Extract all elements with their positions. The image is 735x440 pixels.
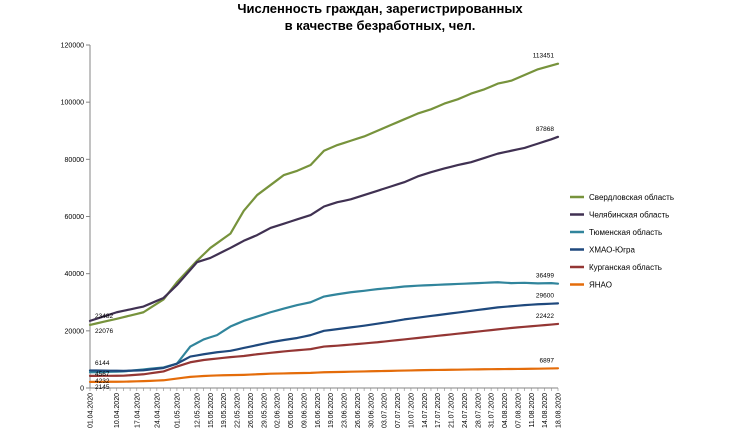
x-tick-label: 26.05.2020 [248, 393, 255, 428]
series-line-2 [88, 135, 560, 322]
series-start-label-1: 22076 [95, 328, 113, 335]
series-line-3 [88, 281, 560, 374]
series-start-label-5: 4232 [95, 378, 110, 385]
series-end-label-5: 22422 [536, 313, 554, 320]
x-tick-label: 31.07.2020 [489, 393, 496, 428]
x-tick-label: 23.06.2020 [342, 393, 349, 428]
y-tick-label: 60000 [65, 214, 85, 221]
x-tick-label: 15.05.2020 [208, 393, 215, 428]
x-tick-label: 21.07.2020 [449, 393, 456, 428]
y-tick-label: 120000 [61, 43, 84, 50]
x-tick-label: 01.05.2020 [174, 393, 181, 428]
series-line-6 [88, 367, 560, 383]
y-tick-label: 100000 [61, 100, 84, 107]
series-start-label-2: 23482 [95, 313, 113, 320]
series-start-label-4: 6144 [95, 360, 110, 367]
series-line-1 [88, 62, 560, 326]
series-start-label-extra: 4567 [95, 371, 110, 378]
x-tick-label: 19.06.2020 [328, 393, 335, 428]
x-tick-label: 10.04.2020 [114, 393, 121, 428]
x-tick-label: 26.06.2020 [355, 393, 362, 428]
series-line-4 [88, 302, 560, 372]
y-tick-label: 80000 [65, 157, 85, 164]
legend-label-4: ХМАО-Югра [589, 246, 635, 255]
series-end-label-1: 113451 [533, 53, 555, 60]
x-tick-label: 01.04.2020 [88, 393, 95, 428]
legend-label-5: Курганская область [589, 263, 662, 272]
x-tick-label: 28.07.2020 [475, 393, 482, 428]
legend-label-3: Тюменская область [589, 228, 662, 237]
x-tick-label: 02.06.2020 [275, 393, 282, 428]
x-tick-label: 22.05.2020 [235, 393, 242, 428]
x-tick-label: 24.04.2020 [154, 393, 161, 428]
x-tick-label: 05.06.2020 [288, 393, 295, 428]
x-tick-label: 07.08.2020 [515, 393, 522, 428]
y-tick-label: 40000 [65, 271, 85, 278]
x-tick-label: 04.08.2020 [502, 393, 509, 428]
x-tick-label: 29.05.2020 [261, 393, 268, 428]
chart-title-line-2: в качестве безработных, чел. [284, 18, 476, 33]
series-end-label-6: 6897 [540, 357, 555, 364]
x-tick-label: 07.07.2020 [395, 393, 402, 428]
chart-title: Численность граждан, зарегистрированных … [160, 0, 600, 34]
x-tick-label: 03.07.2020 [382, 393, 389, 428]
series-end-label-4: 29600 [536, 292, 554, 299]
x-tick-label: 17.04.2020 [134, 393, 141, 428]
x-tick-label: 12.05.2020 [194, 393, 201, 428]
x-tick-label: 30.06.2020 [368, 393, 375, 428]
series-start-label-6: 2145 [95, 384, 110, 391]
legend-label-2: Челябинская область [589, 211, 669, 220]
y-tick-label: 0 [80, 386, 84, 393]
x-tick-label: 14.07.2020 [422, 393, 429, 428]
x-tick-label: 18.08.2020 [556, 393, 563, 428]
x-tick-label: 10.07.2020 [408, 393, 415, 428]
series-end-label-3: 36499 [536, 273, 554, 280]
x-tick-label: 17.07.2020 [435, 393, 442, 428]
series-end-label-2: 87868 [536, 126, 554, 133]
y-tick-label: 20000 [65, 328, 85, 335]
x-tick-label: 09.06.2020 [301, 393, 308, 428]
x-tick-label: 19.05.2020 [221, 393, 228, 428]
x-tick-label: 16.06.2020 [315, 393, 322, 428]
series-line-5 [88, 322, 560, 377]
x-tick-label: 14.08.2020 [542, 393, 549, 428]
legend-label-6: ЯНАО [589, 281, 612, 290]
x-tick-label: 24.07.2020 [462, 393, 469, 428]
x-tick-label: 11.08.2020 [529, 393, 536, 428]
chart-title-line-1: Численность граждан, зарегистрированных [237, 1, 523, 16]
legend-label-1: Свердловская область [589, 193, 674, 202]
